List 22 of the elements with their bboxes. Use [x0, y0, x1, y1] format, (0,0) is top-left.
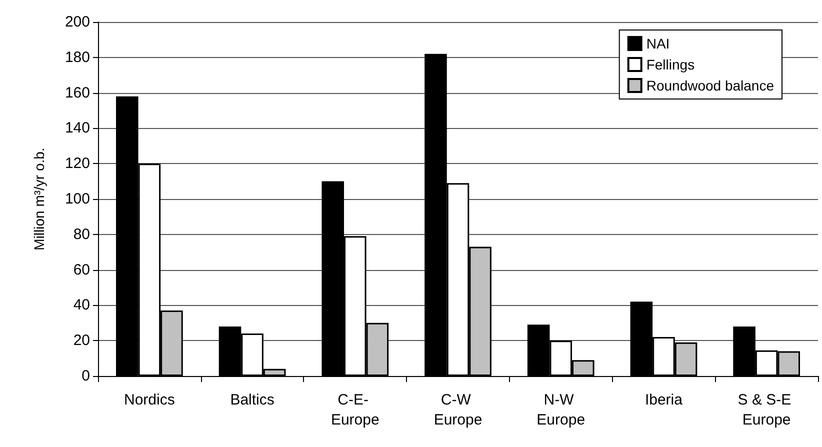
legend-label: Fellings — [646, 56, 695, 72]
y-tick-label: 200 — [64, 14, 90, 30]
legend-label: Roundwood balance — [646, 78, 774, 94]
x-tick-label: N-W Europe — [536, 392, 586, 428]
y-tick-label: 40 — [73, 296, 90, 314]
y-axis-title: Million m³/yr o.b. — [31, 148, 47, 250]
x-tick-label: Iberia — [644, 392, 684, 408]
legend-label: NAI — [646, 36, 670, 52]
y-tick-label: 100 — [64, 190, 90, 208]
x-tick-label: Nordics — [124, 392, 175, 408]
y-tick-label: 20 — [73, 332, 90, 350]
y-tick-label: 0 — [82, 368, 90, 384]
x-tick-label: S & S-E Europe — [738, 392, 796, 428]
y-tick-label: 140 — [64, 120, 90, 137]
y-tick-label: 180 — [64, 48, 90, 66]
x-tick-label: C-E- Europe — [330, 392, 380, 428]
x-tick-label: Baltics — [230, 392, 274, 408]
y-tick-label: 160 — [64, 84, 90, 102]
y-tick-label: 80 — [73, 226, 90, 243]
y-tick-label: 60 — [73, 261, 90, 278]
x-tick-label: C-W Europe — [434, 392, 482, 428]
y-tick-label: 120 — [64, 155, 90, 172]
